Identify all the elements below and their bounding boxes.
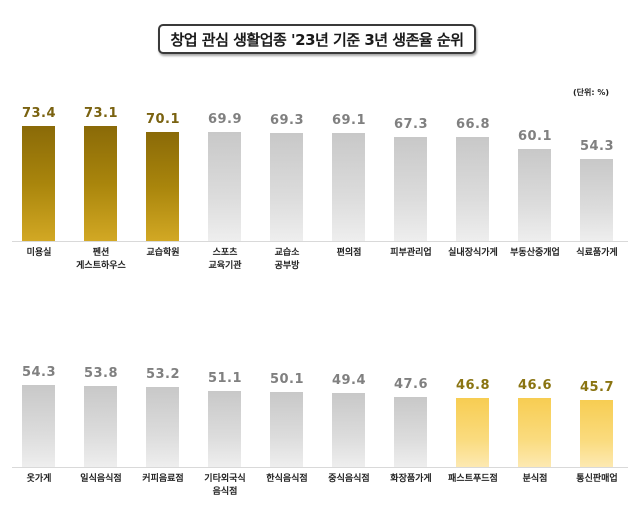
bar-group: 66.8 실내장식가게 [442,41,504,258]
bar-group: 53.2 커피음료점 [132,267,194,484]
bar [394,397,427,467]
category-label: 한식음식점 [266,474,308,484]
bar [456,398,489,467]
category-label: 스포츠 교육기관 [208,248,242,271]
bar-group: 73.1 펜션 게스트하우스 [70,41,132,271]
bar-group: 49.4 중식음식점 [318,267,380,484]
bar-group: 54.3 옷가게 [8,267,70,484]
category-label: 식료품가게 [576,248,618,258]
bar-group: 54.3 식료품가게 [566,41,628,258]
bar-value-label: 49.4 [331,373,367,388]
category-label: 부동산중개업 [510,248,560,258]
bar-group: 69.3 교습소 공부방 [256,41,318,271]
bar [580,400,613,467]
category-label: 교습학원 [146,248,180,258]
bar-group: 69.1 편의점 [318,41,380,258]
category-label: 기타외국식 음식점 [204,474,246,497]
bar [208,391,241,467]
bar-value-label: 45.7 [579,380,615,395]
bar [456,137,489,241]
category-label: 통신판매업 [576,474,618,484]
bar [580,159,613,241]
bar [518,398,551,467]
bar-value-label: 51.1 [207,371,243,386]
bar [146,132,179,241]
bar [22,385,55,467]
bar [22,126,55,241]
bar-value-label: 50.1 [269,372,305,387]
bar [84,386,117,467]
bar-value-label: 73.1 [83,106,119,121]
unit-label: (단위: %) [573,88,610,97]
bar-value-label: 60.1 [517,129,553,144]
bar-group: 70.1 교습학원 [132,41,194,258]
bar-group: 50.1 한식음식점 [256,267,318,484]
bar-value-label: 73.4 [21,106,57,121]
category-label: 펜션 게스트하우스 [76,248,126,271]
bar [332,393,365,467]
top-bar-chart: 73.4 미용실 73.1 펜션 게스트하우스 70.1 교습학원 69.9 스포츠 교육기관… [8,41,628,271]
bar [332,133,365,241]
bar-group: 53.8 일식음식점 [70,267,132,484]
category-label: 커피음료점 [142,474,184,484]
bar-group: 47.6 화장품가게 [380,267,442,484]
category-label: 화장품가게 [390,474,432,484]
bar-value-label: 54.3 [21,365,57,380]
bar-value-label: 67.3 [393,117,429,132]
bar-group: 45.7 통신판매업 [566,267,628,484]
category-label: 미용실 [26,248,52,258]
bar [208,132,241,241]
bar [146,387,179,467]
bar-value-label: 69.3 [269,113,305,128]
bar-group: 67.3 피부관리업 [380,41,442,258]
bar [518,149,551,241]
bar-group: 46.6 분식점 [504,267,566,484]
bar-group: 51.1 기타외국식 음식점 [194,267,256,497]
category-label: 피부관리업 [390,248,432,258]
category-label: 편의점 [336,248,362,258]
chart-title: 창업 관심 생활업종 '23년 기준 3년 생존율 순위 [158,24,476,54]
bar-group: 46.8 패스트푸드점 [442,267,504,484]
bar [270,133,303,241]
bar-value-label: 53.2 [145,367,181,382]
category-label: 교습소 공부방 [274,248,300,271]
bar-value-label: 46.8 [455,378,491,393]
bar-value-label: 70.1 [145,112,181,127]
bar [394,137,427,241]
category-label: 중식음식점 [328,474,370,484]
baseline [12,467,628,468]
bar-group: 69.9 스포츠 교육기관 [194,41,256,271]
bar-value-label: 47.6 [393,377,429,392]
bar [84,126,117,241]
bar [270,392,303,467]
bar-group: 73.4 미용실 [8,41,70,258]
category-label: 실내장식가게 [448,248,498,258]
baseline [12,241,628,242]
bar-value-label: 66.8 [455,117,491,132]
category-label: 패스트푸드점 [448,474,498,484]
category-label: 분식점 [522,474,548,484]
bar-value-label: 69.1 [331,113,367,128]
category-label: 옷가게 [26,474,52,484]
bar-value-label: 69.9 [207,112,243,127]
bar-value-label: 46.6 [517,378,553,393]
bar-group: 60.1 부동산중개업 [504,41,566,258]
bar-value-label: 54.3 [579,139,615,154]
bar-value-label: 53.8 [83,366,119,381]
category-label: 일식음식점 [80,474,122,484]
